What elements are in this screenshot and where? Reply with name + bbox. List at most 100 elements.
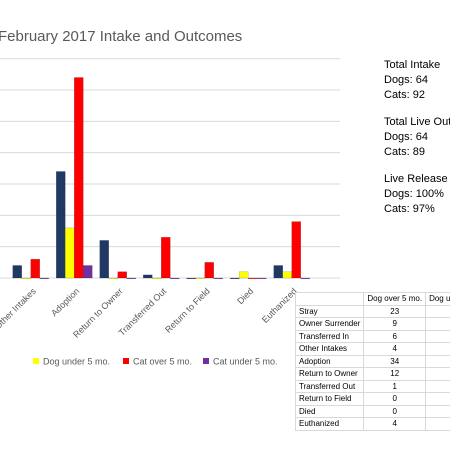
bar xyxy=(170,277,180,280)
bar xyxy=(21,277,31,280)
row-label: Stray xyxy=(294,304,365,318)
table-cell xyxy=(425,404,450,418)
bar xyxy=(12,265,22,279)
summary-line: Cats: 92 xyxy=(384,89,425,101)
bar xyxy=(83,265,93,279)
bar xyxy=(257,277,267,280)
table-row: Owner Surrender 9 xyxy=(294,317,450,331)
row-label: Return to Field xyxy=(294,392,365,406)
table-cell xyxy=(425,304,450,318)
bar xyxy=(161,237,171,279)
x-tick-label: Other Intakes xyxy=(0,286,38,332)
bar xyxy=(56,171,66,279)
row-label: Died xyxy=(294,404,365,418)
table-row: Other Intakes 4 xyxy=(294,342,450,356)
header-cell: Dog over 5 mo. xyxy=(363,292,427,306)
summary-heading: Total Live Outcomes xyxy=(384,116,450,128)
summary-line: Dogs: 64 xyxy=(384,131,429,143)
bar xyxy=(282,271,292,279)
row-label: Adoption xyxy=(294,354,365,368)
summary: Total Intake Dogs: 64 Cats: 92 Total Liv… xyxy=(384,58,450,229)
data-table: Dog over 5 mo. Dog under 5 mo. Stray23Ow… xyxy=(294,292,450,431)
table-value: 0 xyxy=(363,404,427,418)
chart-title: February 2017 Intake and Outcomes xyxy=(0,28,242,45)
table-row: Transferred Out 1 xyxy=(294,379,450,393)
bar xyxy=(126,277,136,280)
legend-label: Cat under 5 mo. xyxy=(213,356,278,366)
summary-group: Live Release Rate Dogs: 100% Cats: 97% xyxy=(384,172,450,217)
table-row: Adoption 34 xyxy=(294,354,450,368)
table-cell xyxy=(425,367,450,381)
table-cell xyxy=(425,379,450,393)
table-value: 4 xyxy=(363,417,427,431)
row-label: Transferred Out xyxy=(294,379,365,393)
x-tick-label: Died xyxy=(235,286,255,306)
bar xyxy=(204,262,214,279)
legend-label: Cat over 5 mo. xyxy=(133,356,192,366)
bar xyxy=(248,277,258,280)
summary-group: Total Intake Dogs: 64 Cats: 92 xyxy=(384,58,450,103)
row-label: Owner Surrender xyxy=(294,317,365,331)
row-label: Transferred In xyxy=(294,329,365,343)
bar xyxy=(39,277,49,280)
bar xyxy=(143,274,153,279)
table-value: 4 xyxy=(363,342,427,356)
bar xyxy=(273,265,283,279)
table-cell xyxy=(425,329,450,343)
x-tick-label: Adoption xyxy=(49,286,81,318)
legend-swatch xyxy=(123,358,129,364)
summary-line: Dogs: 64 xyxy=(384,74,429,86)
table-cell xyxy=(425,342,450,356)
table-cell xyxy=(425,317,450,331)
header-cell xyxy=(294,292,365,306)
bar xyxy=(195,277,205,280)
bar xyxy=(108,277,118,280)
row-label: Other Intakes xyxy=(294,342,365,356)
bar xyxy=(99,240,109,279)
legend-swatch xyxy=(203,358,209,364)
table-row: Return to Owner 12 xyxy=(294,367,450,381)
table-value: 1 xyxy=(363,379,427,393)
bar xyxy=(230,277,240,280)
table-cell xyxy=(425,354,450,368)
legend-label: Dog under 5 mo. xyxy=(43,356,110,366)
x-tick-label: Euthanized xyxy=(260,286,299,325)
table-value: 9 xyxy=(363,317,427,331)
summary-line: Cats: 97% xyxy=(384,203,435,215)
row-label: Euthanized xyxy=(294,417,365,431)
bar xyxy=(186,277,196,280)
table-row: Stray 23 xyxy=(294,304,450,318)
bar xyxy=(74,77,84,279)
table-value: 0 xyxy=(363,392,427,406)
table-header: Dog over 5 mo. Dog under 5 mo. xyxy=(294,292,450,306)
table-cell xyxy=(425,417,450,431)
bar xyxy=(213,277,223,280)
table-value: 34 xyxy=(363,354,427,368)
table-row: Euthanized 4 xyxy=(294,417,450,431)
x-tick-label: Return to Field xyxy=(163,286,212,335)
table-row: Transferred In 6 xyxy=(294,329,450,343)
table-value: 23 xyxy=(363,304,427,318)
summary-heading: Live Release Rate xyxy=(384,173,450,185)
table-value: 6 xyxy=(363,329,427,343)
bar xyxy=(152,277,162,280)
header-cell: Dog under 5 mo. xyxy=(425,292,450,306)
bar xyxy=(239,271,249,279)
summary-line: Cats: 89 xyxy=(384,146,425,158)
legend-swatch xyxy=(33,358,39,364)
table-row: Return to Field 0 xyxy=(294,392,450,406)
bar xyxy=(291,221,301,279)
table-cell xyxy=(425,392,450,406)
summary-heading: Total Intake xyxy=(384,59,441,71)
bar xyxy=(30,258,40,279)
row-label: Return to Owner xyxy=(294,367,365,381)
bar xyxy=(300,277,310,280)
summary-group: Total Live Outcomes Dogs: 64 Cats: 89 xyxy=(384,115,450,160)
table-value: 12 xyxy=(363,367,427,381)
bar xyxy=(117,271,127,279)
table-row: Died 0 xyxy=(294,404,450,418)
summary-line: Dogs: 100% xyxy=(384,188,444,200)
bar xyxy=(65,227,75,279)
